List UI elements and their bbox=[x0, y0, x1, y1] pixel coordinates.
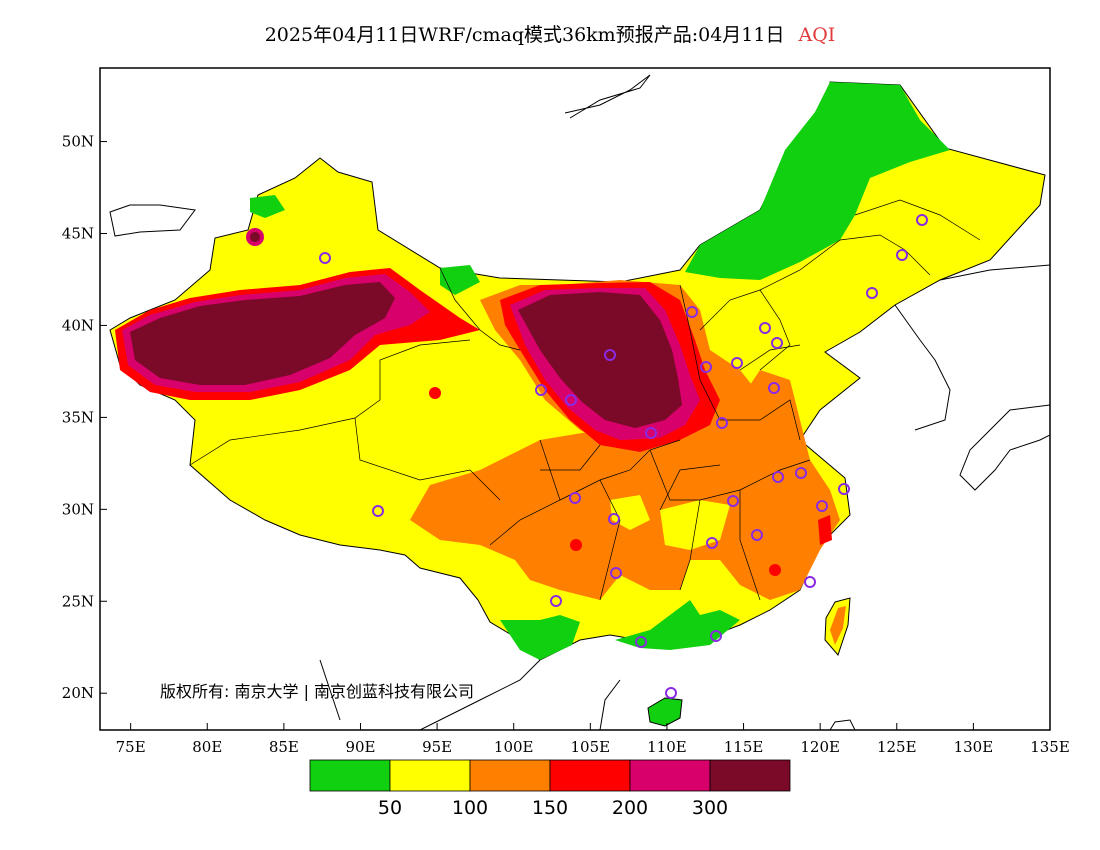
station-marker bbox=[772, 471, 784, 483]
station-marker bbox=[608, 513, 620, 525]
station-marker bbox=[610, 567, 622, 579]
station-marker bbox=[731, 357, 743, 369]
legend-label: 300 bbox=[692, 797, 728, 819]
station-marker bbox=[866, 287, 878, 299]
lat-tick-label: 50N bbox=[62, 133, 94, 151]
legend-label: 200 bbox=[612, 797, 648, 819]
lon-tick-label: 80E bbox=[192, 738, 222, 756]
south-green-region-2 bbox=[615, 600, 740, 650]
station-marker bbox=[372, 505, 384, 517]
lon-tick-label: 100E bbox=[494, 738, 534, 756]
map-title: 2025年04月11日WRF/cmaq模式36km预报产品:04月11日 AQI bbox=[0, 20, 1100, 47]
variable-name: AQI bbox=[798, 24, 836, 46]
coastlines bbox=[109, 74, 1050, 730]
legend-swatch bbox=[309, 759, 391, 792]
ne-green-region bbox=[685, 82, 950, 280]
station-marker bbox=[645, 427, 657, 439]
station-marker bbox=[706, 537, 718, 549]
station-marker bbox=[727, 495, 739, 507]
hotspot-sichuan bbox=[570, 539, 582, 551]
lon-tick-label: 105E bbox=[571, 738, 611, 756]
lon-tick-label: 115E bbox=[724, 738, 764, 756]
lon-tick-label: 130E bbox=[954, 738, 994, 756]
station-marker bbox=[319, 252, 331, 264]
station-marker bbox=[710, 630, 722, 642]
station-marker bbox=[716, 417, 728, 429]
hotspot-east-coast bbox=[818, 515, 832, 545]
lon-tick-label: 110E bbox=[647, 738, 687, 756]
station-marker bbox=[700, 361, 712, 373]
lat-tick-label: 25N bbox=[62, 592, 94, 610]
station-marker bbox=[816, 500, 828, 512]
station-marker bbox=[565, 394, 577, 406]
title-text: 2025年04月11日WRF/cmaq模式36km预报产品:04月11日 bbox=[264, 24, 785, 46]
legend-swatch bbox=[629, 759, 711, 792]
station-marker bbox=[838, 483, 850, 495]
station-marker bbox=[604, 349, 616, 361]
province-boundaries bbox=[189, 199, 981, 601]
lat-tick-label: 45N bbox=[62, 225, 94, 243]
station-marker bbox=[569, 492, 581, 504]
lon-tick-label: 95E bbox=[422, 738, 452, 756]
legend-label: 100 bbox=[452, 797, 488, 819]
station-marker bbox=[635, 636, 647, 648]
xinjiang-hazardous-region bbox=[130, 282, 395, 385]
north-hazardous-region bbox=[518, 292, 682, 428]
nw-green-region bbox=[250, 195, 285, 218]
hotspot-north-xinjiang-core bbox=[250, 232, 260, 242]
hotspot-qinghai bbox=[429, 387, 441, 399]
lon-tick-label: 125E bbox=[877, 738, 917, 756]
lon-tick-label: 90E bbox=[345, 738, 375, 756]
lat-tick-label: 20N bbox=[62, 684, 94, 702]
legend-swatch bbox=[469, 759, 551, 792]
copyright-text: 版权所有: 南京大学 | 南京创蓝科技有限公司 bbox=[160, 682, 474, 701]
lon-tick-label: 75E bbox=[116, 738, 146, 756]
station-marker bbox=[665, 687, 677, 699]
legend-swatch bbox=[549, 759, 631, 792]
station-marker bbox=[916, 214, 928, 226]
taiwan-orange bbox=[830, 606, 846, 645]
station-marker bbox=[896, 249, 908, 261]
station-marker bbox=[751, 529, 763, 541]
station-marker bbox=[759, 322, 771, 334]
lat-tick-label: 30N bbox=[62, 500, 94, 518]
station-marker bbox=[686, 306, 698, 318]
hotspot-south bbox=[769, 564, 781, 576]
station-marker bbox=[804, 576, 816, 588]
lon-tick-label: 135E bbox=[1030, 738, 1070, 756]
map-plot-area: 版权所有: 南京大学 | 南京创蓝科技有限公司 bbox=[109, 74, 1050, 730]
lon-tick-label: 120E bbox=[800, 738, 840, 756]
legend-label: 150 bbox=[532, 797, 568, 819]
station-marker bbox=[550, 595, 562, 607]
plot-frame bbox=[99, 67, 1051, 731]
legend-swatch bbox=[389, 759, 471, 792]
lon-tick-label: 85E bbox=[269, 738, 299, 756]
legend-swatch bbox=[709, 759, 791, 792]
station-marker bbox=[535, 384, 547, 396]
nw-green-region-2 bbox=[440, 265, 480, 295]
lat-axis: 20N 25N 30N 35N 40N 45N 50N bbox=[62, 133, 107, 702]
lat-tick-label: 40N bbox=[62, 316, 94, 334]
legend-label: 50 bbox=[378, 797, 402, 819]
color-legend: 50 100 150 200 300 bbox=[309, 759, 791, 819]
hainan-island bbox=[647, 697, 683, 727]
lon-axis: 75E 80E 85E 90E 95E 100E 105E 110E 115E 120E 125E 1… bbox=[116, 723, 1070, 756]
lat-tick-label: 35N bbox=[62, 408, 94, 426]
station-marker bbox=[795, 467, 807, 479]
station-marker bbox=[768, 382, 780, 394]
south-green-region bbox=[500, 615, 580, 660]
station-marker bbox=[771, 337, 783, 349]
station-markers bbox=[319, 214, 928, 699]
